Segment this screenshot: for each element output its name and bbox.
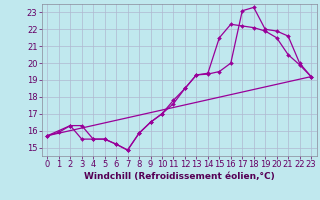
X-axis label: Windchill (Refroidissement éolien,°C): Windchill (Refroidissement éolien,°C)	[84, 172, 275, 181]
